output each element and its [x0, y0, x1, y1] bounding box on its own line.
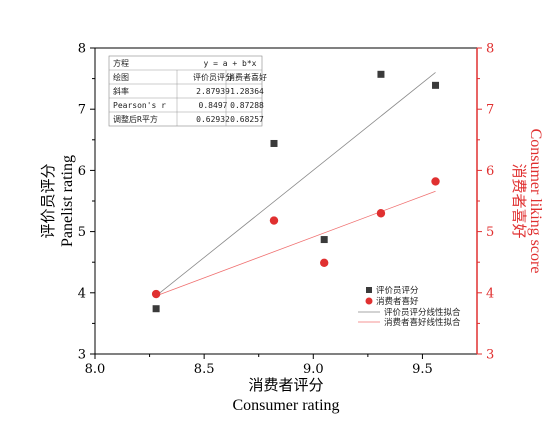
fit-line-consumer	[155, 190, 436, 297]
y-right-tick-label: 4	[486, 286, 494, 301]
x-tick-label: 9.5	[412, 362, 433, 377]
x-tick-label: 8.5	[194, 362, 215, 377]
y-right-tick-label: 8	[486, 42, 494, 57]
y-left-tick-label: 8	[78, 42, 86, 57]
legend-label-panelist: 评价员评分	[376, 286, 419, 296]
fit-table-cell: 评价员评分	[193, 73, 233, 82]
data-points	[151, 70, 440, 313]
y-right-axis-title-en: Consumer liking score	[527, 129, 544, 274]
x-tick-label: 8.0	[85, 362, 106, 377]
point-panelist	[377, 70, 385, 78]
y-left-tick-label: 5	[78, 225, 86, 240]
legend-label-consumer: 消费者喜好	[376, 296, 419, 307]
fit-table-cell: y = a + b*x	[204, 59, 257, 68]
legend: 评价员评分 消费者喜好 评价员评分线性拟合 消费者喜好线性拟合	[358, 286, 461, 328]
y-right-tick-label: 3	[486, 348, 494, 363]
point-consumer	[376, 209, 386, 218]
x-tick-label: 9.0	[303, 362, 324, 377]
y-left-axis-title-en: Panelist rating	[59, 155, 76, 247]
point-consumer	[320, 258, 329, 268]
point-panelist	[320, 236, 328, 244]
y-right-tick-label: 7	[486, 103, 494, 118]
fit-table-cell: 0.87288	[230, 101, 264, 110]
y-left-axis-title-cn: 评价员评分	[39, 163, 57, 238]
fit-table-cell: 调整后R平方	[113, 114, 158, 124]
point-consumer	[269, 216, 279, 225]
y-right-axis-ticks: 3 4 5 6 7 8	[477, 42, 494, 363]
point-panelist	[152, 305, 160, 313]
x-axis-title-en: Consumer rating	[232, 397, 339, 414]
y-left-axis-ticks: 3 4 5 6 7 8	[78, 42, 95, 363]
y-left-tick-label: 3	[78, 348, 86, 363]
fit-table-frame	[108, 55, 263, 127]
y-left-tick-label: 7	[78, 103, 86, 118]
fit-line-panelist	[155, 72, 436, 297]
point-consumer	[431, 177, 440, 186]
point-panelist	[432, 81, 440, 89]
legend-marker-panelist	[366, 287, 372, 293]
fit-table-cell: 斜率	[113, 86, 129, 96]
y-left-tick-label: 4	[78, 286, 86, 301]
fit-table-cell: 0.8497	[199, 101, 228, 110]
y-right-tick-label: 6	[486, 164, 494, 179]
point-consumer	[151, 289, 161, 299]
fit-table-cell: Pearson's r	[113, 101, 166, 110]
x-axis-title-cn: 消费者评分	[248, 376, 323, 394]
fit-table-cell: 方程	[113, 58, 129, 68]
point-panelist	[270, 139, 278, 147]
y-right-tick-label: 5	[486, 225, 494, 240]
legend-marker-consumer	[365, 297, 373, 305]
fit-table-cell: 1.28364	[230, 87, 264, 96]
fit-table-cell: 消费者喜好	[227, 72, 267, 82]
fit-table-cell: 2.87939	[196, 87, 230, 96]
x-axis-ticks: 8.0 8.5 9.0 9.5	[85, 354, 433, 377]
legend-label-consumer-fit: 消费者喜好线性拟合	[384, 317, 461, 328]
fit-table-cell: 绘图	[113, 72, 129, 82]
fit-table-cell: 0.62932	[196, 115, 230, 124]
legend-label-panelist-fit: 评价员评分线性拟合	[384, 307, 461, 318]
y-left-tick-label: 6	[78, 164, 86, 179]
y-right-axis-title-cn: 消费者喜好	[510, 163, 528, 238]
fit-table-cell: 0.68257	[230, 115, 264, 124]
fit-lines	[155, 72, 436, 297]
